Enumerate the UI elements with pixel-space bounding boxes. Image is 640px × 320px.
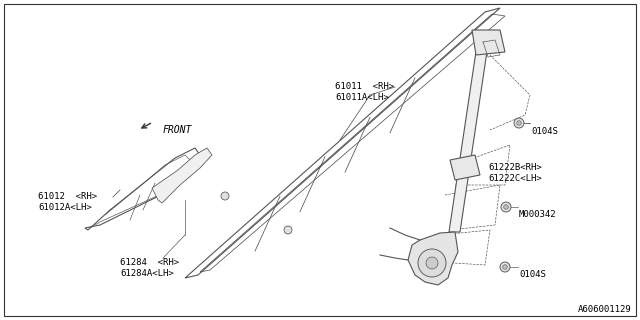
Text: 61012A<LH>: 61012A<LH> <box>38 203 92 212</box>
Text: FRONT: FRONT <box>163 125 193 135</box>
Circle shape <box>284 226 292 234</box>
Polygon shape <box>408 232 458 285</box>
Text: 61011  <RH>: 61011 <RH> <box>335 82 394 91</box>
Text: 61011A<LH>: 61011A<LH> <box>335 93 388 102</box>
Circle shape <box>504 205 508 209</box>
Circle shape <box>516 121 521 125</box>
Circle shape <box>418 249 446 277</box>
Text: 61222C<LH>: 61222C<LH> <box>488 174 541 183</box>
Text: 0104S: 0104S <box>519 270 546 279</box>
Text: M000342: M000342 <box>519 210 557 219</box>
Circle shape <box>426 257 438 269</box>
Polygon shape <box>152 148 212 203</box>
Circle shape <box>500 262 510 272</box>
Text: 61284  <RH>: 61284 <RH> <box>120 258 179 267</box>
Text: 61012  <RH>: 61012 <RH> <box>38 192 97 201</box>
Circle shape <box>501 202 511 212</box>
Circle shape <box>221 192 229 200</box>
Polygon shape <box>472 30 505 55</box>
Text: 61284A<LH>: 61284A<LH> <box>120 269 173 278</box>
Text: A606001129: A606001129 <box>579 305 632 314</box>
Circle shape <box>503 265 508 269</box>
Polygon shape <box>450 155 480 180</box>
Circle shape <box>514 118 524 128</box>
Text: 0104S: 0104S <box>531 127 558 136</box>
Polygon shape <box>449 38 489 232</box>
Text: 61222B<RH>: 61222B<RH> <box>488 163 541 172</box>
